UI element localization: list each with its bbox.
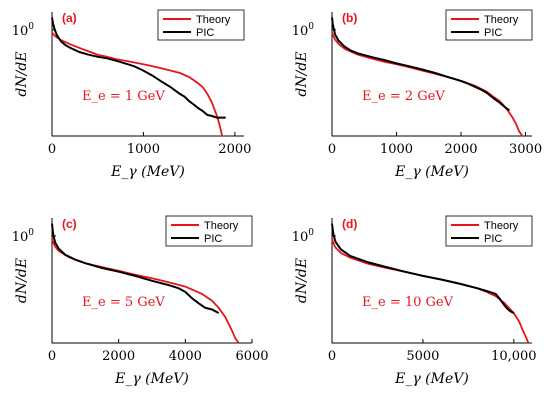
legend-label-theory: Theory: [204, 220, 239, 232]
legend-label-pic: PIC: [204, 233, 222, 245]
x-tick-label: 1000: [127, 142, 160, 157]
panel-label: (a): [62, 11, 77, 25]
y-tick-label: 100: [292, 228, 315, 245]
x-tick-label: 1000: [380, 142, 413, 157]
legend-box: [445, 215, 533, 247]
energy-annotation: E_e = 10 GeV: [362, 295, 454, 310]
panel-label: (b): [342, 11, 357, 25]
series-line-pic: [331, 17, 510, 112]
x-tick-label: 2000: [218, 142, 251, 157]
energy-annotation: E_e = 5 GeV: [82, 295, 165, 310]
x-axis-title: E_γ (MeV): [110, 164, 185, 180]
series-line-theory: [51, 238, 240, 344]
y-axis-title: dN/dE: [294, 258, 310, 303]
y-tick-label: 100: [12, 228, 35, 245]
x-axis-title: E_γ (MeV): [114, 371, 189, 387]
y-axis-title: dN/dE: [294, 51, 310, 96]
legend-label-theory: Theory: [484, 220, 519, 232]
x-tick-label: 3000: [509, 142, 542, 157]
legend-box: [445, 9, 533, 41]
legend-label-theory: Theory: [196, 14, 231, 26]
legend-label-pic: PIC: [196, 27, 214, 39]
y-tick-label: 100: [292, 22, 315, 39]
x-tick-label: 0: [328, 142, 336, 157]
energy-annotation: E_e = 2 GeV: [362, 89, 445, 104]
y-axis-title: dN/dE: [14, 51, 30, 96]
series-line-theory: [331, 238, 530, 344]
energy-annotation: E_e = 1 GeV: [82, 89, 165, 104]
legend-label-pic: PIC: [484, 27, 502, 39]
x-tick-label: 0: [48, 349, 56, 364]
series-line-pic: [51, 223, 220, 314]
series-line-theory: [331, 31, 524, 137]
legend-label-pic: PIC: [484, 233, 502, 245]
x-tick-label: 4000: [169, 349, 202, 364]
series-line-theory: [51, 31, 223, 137]
x-tick-label: 6000: [235, 349, 268, 364]
x-tick-label: 0: [328, 349, 336, 364]
y-axis-title: dN/dE: [14, 258, 30, 303]
series-line-pic: [51, 17, 226, 119]
panel-label: (c): [62, 217, 77, 231]
legend-box: [165, 215, 253, 247]
x-tick-label: 2000: [102, 349, 135, 364]
x-tick-label: 0: [48, 142, 56, 157]
panel-c: 0 2000 4000 6000 100 dN/dE E_γ (MeV) (c) E_e = 5…: [12, 215, 269, 387]
x-tick-label: 10,000: [491, 349, 537, 364]
panel-label: (d): [342, 217, 357, 231]
panel-b: 0 1000 2000 3000 100 dN/dE E_γ (MeV) (b) E_e = 2…: [292, 9, 542, 180]
series-line-pic: [331, 223, 515, 314]
x-axis-title: E_γ (MeV): [394, 371, 469, 387]
y-tick-label: 100: [12, 22, 35, 39]
legend-box: [157, 9, 245, 41]
legend-label-theory: Theory: [484, 14, 519, 26]
panel-a: 0 1000 2000 100 dN/dE E_γ (MeV) (a) E_e = 1 GeV…: [12, 9, 251, 180]
x-axis-title: E_γ (MeV): [394, 164, 469, 180]
panel-d: 0 5000 10,000 100 dN/dE E_γ (MeV) (d) E_e = 10 …: [292, 215, 537, 387]
x-tick-label: 5000: [406, 349, 439, 364]
x-tick-label: 2000: [444, 142, 477, 157]
